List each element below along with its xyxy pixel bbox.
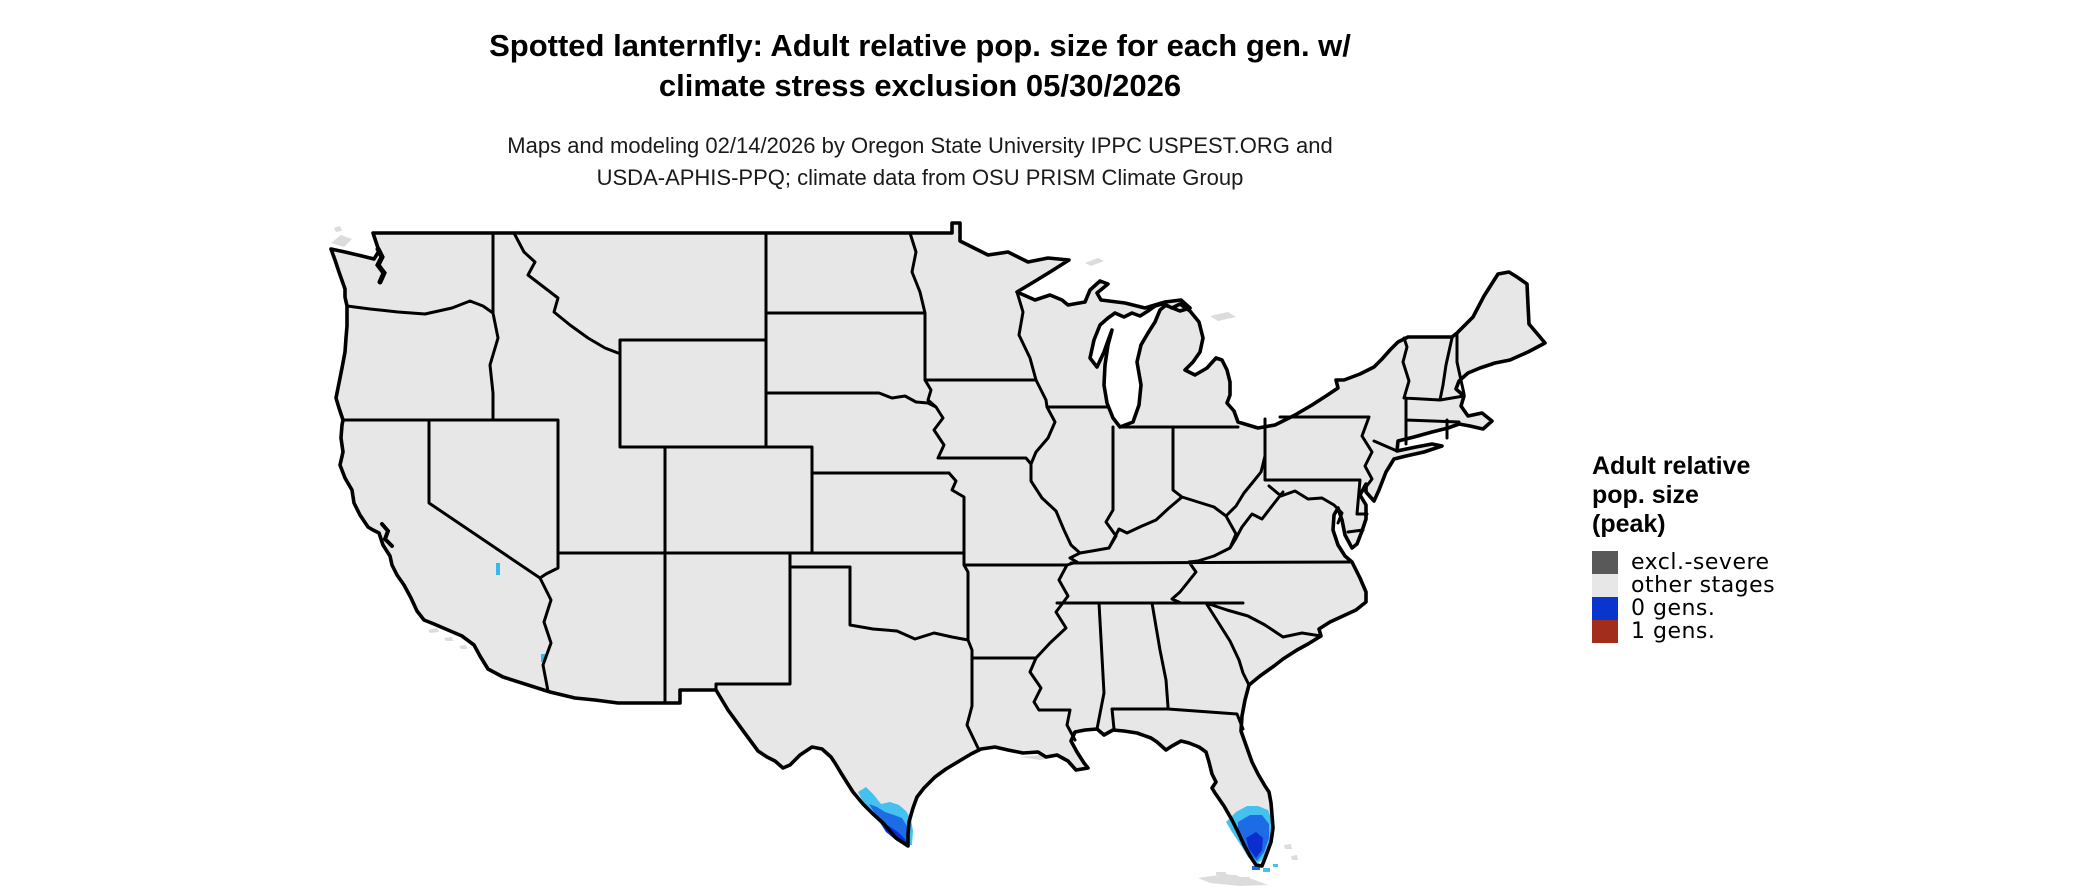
legend-label: excl.-severe (1631, 550, 1770, 575)
legend-label: 1 gens. (1631, 619, 1716, 644)
neighbor-land (331, 226, 1298, 886)
region-southern-california-speck (496, 563, 500, 575)
map-subtitle-line2: USDA-APHIS-PPQ; climate data from OSU PR… (596, 165, 1244, 190)
legend-items: excl.-severe other stages 0 gens. 1 gens… (1592, 550, 1862, 644)
map-subtitle: Maps and modeling 02/14/2026 by Oregon S… (0, 130, 1840, 194)
us-landmass (331, 223, 1545, 866)
san-francisco-bay (380, 522, 394, 548)
legend-item-1-gens: 1 gens. (1592, 619, 1862, 644)
map-subtitle-line1: Maps and modeling 02/14/2026 by Oregon S… (507, 133, 1333, 158)
legend-title-line1: Adult relative (1592, 452, 1751, 480)
legend-item-other-stages: other stages (1592, 573, 1862, 598)
legend: Adult relative pop. size (peak) excl.-se… (1592, 452, 1862, 644)
legend-label: other stages (1631, 573, 1776, 598)
legend-swatch-1-gens (1592, 620, 1618, 643)
legend-item-excl-severe: excl.-severe (1592, 550, 1862, 575)
legend-label: 0 gens. (1631, 596, 1716, 621)
legend-swatch-other-stages (1592, 574, 1618, 597)
map-title-line1: Spotted lanternfly: Adult relative pop. … (489, 28, 1351, 63)
legend-title-line3: (peak) (1592, 510, 1666, 538)
region-southern-florida (1226, 806, 1278, 872)
state-borders (341, 231, 1466, 750)
region-colorado-river-speck (541, 654, 546, 662)
legend-swatch-excl-severe (1592, 551, 1618, 574)
legend-title: Adult relative pop. size (peak) (1592, 452, 1862, 539)
legend-item-0-gens: 0 gens. (1592, 596, 1862, 621)
map-title: Spotted lanternfly: Adult relative pop. … (0, 26, 1840, 106)
legend-title-line2: pop. size (1592, 481, 1699, 509)
map-title-line2: climate stress exclusion 05/30/2026 (658, 68, 1182, 103)
puget-sound (375, 246, 387, 285)
legend-swatch-0-gens (1592, 597, 1618, 620)
water-details (375, 246, 394, 548)
